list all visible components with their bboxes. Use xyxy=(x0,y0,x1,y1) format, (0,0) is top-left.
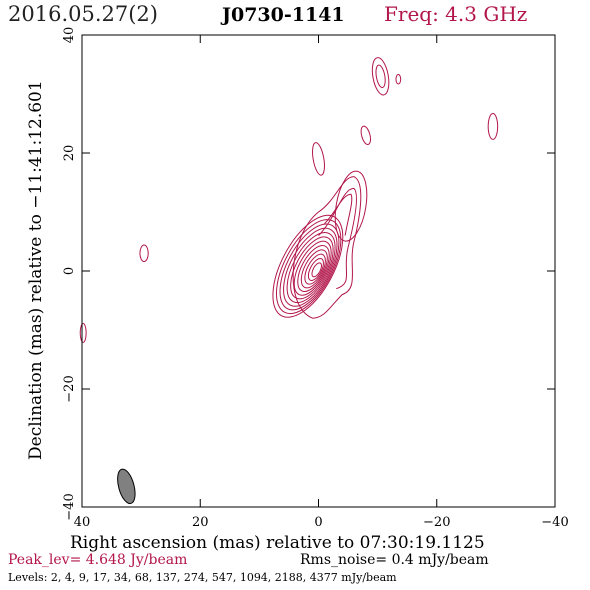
frequency-label: Freq: 4.3 GHz xyxy=(384,2,528,26)
y-tick-label: 0 xyxy=(62,267,77,275)
blob-2-contour xyxy=(395,74,402,85)
blob-3-contour xyxy=(360,125,371,145)
blob-6-contour xyxy=(139,244,149,263)
x-tick-label: 40 xyxy=(74,515,91,530)
x-tick-label: −40 xyxy=(541,515,568,530)
x-tick-label: 20 xyxy=(192,515,209,530)
y-tick-label: −20 xyxy=(62,375,77,402)
core-contour xyxy=(293,240,332,296)
jet-knob-contour xyxy=(334,170,368,242)
blob-5-contour xyxy=(312,142,325,176)
x-tick-label: 0 xyxy=(314,515,322,530)
core-contour xyxy=(311,262,322,278)
rms-noise: Rms_noise= 0.4 mJy/beam xyxy=(300,552,489,568)
beam-ellipse-group xyxy=(117,468,136,505)
jet-inner-contour-2 xyxy=(324,193,353,236)
core-contour xyxy=(272,214,344,318)
y-tick-label: 40 xyxy=(62,27,77,44)
axis-tick-labels: 40 20 0 −20 −40 −40 −20 0 20 40 xyxy=(62,27,569,530)
plot-frame xyxy=(81,34,556,508)
core-contour xyxy=(275,219,342,315)
blob-7-contour xyxy=(79,323,87,343)
core-contour xyxy=(304,253,326,285)
y-tick-label: −40 xyxy=(62,493,77,520)
observation-date: 2016.05.27(2) xyxy=(8,2,158,26)
core-contour xyxy=(283,227,338,307)
axis-ticks xyxy=(81,34,556,508)
core-contour xyxy=(300,249,328,289)
contour-group xyxy=(79,57,499,343)
x-tick-label: −20 xyxy=(423,515,450,530)
peak-level: Peak_lev= 4.648 Jy/beam xyxy=(8,552,188,568)
beam-ellipse xyxy=(117,468,136,505)
core-contour xyxy=(279,223,340,311)
jet-outer-contour xyxy=(292,176,362,319)
core-contour xyxy=(307,258,324,281)
blob-1-inner-contour xyxy=(375,64,386,88)
source-name: J0730-1141 xyxy=(222,4,345,26)
x-axis-label: Right ascension (mas) relative to 07:30:… xyxy=(70,533,485,553)
y-tick-label: 20 xyxy=(62,145,77,162)
contour-levels: Levels: 2, 4, 9, 17, 34, 68, 137, 274, 5… xyxy=(8,571,397,584)
blob-1-contour xyxy=(371,57,390,96)
y-axis-label: Declination (mas) relative to −11:41:12.… xyxy=(26,80,46,460)
core-contour xyxy=(297,245,330,293)
blob-4-contour xyxy=(487,112,499,140)
core-contour xyxy=(286,232,336,304)
